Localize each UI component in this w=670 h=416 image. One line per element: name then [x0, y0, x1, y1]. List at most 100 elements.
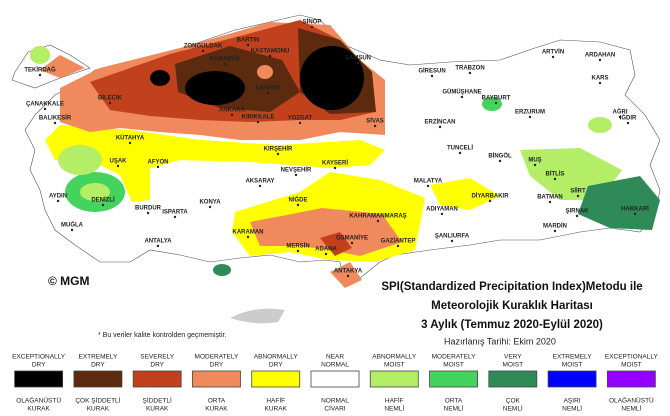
legend-swatch [429, 370, 478, 388]
region [482, 97, 502, 111]
region [578, 176, 660, 230]
legend-label-en: DRY [150, 362, 164, 369]
city-dot [488, 199, 492, 203]
city-dot [298, 121, 302, 125]
city-dot [230, 113, 234, 117]
legend-swatch [547, 370, 597, 388]
region [58, 145, 102, 175]
city-label: ŞANLIURFA [435, 234, 470, 240]
city-dot [373, 124, 377, 128]
city-label: KIRIKKALE [242, 115, 275, 121]
city-dot [468, 71, 472, 75]
legend-label-en: DRY [210, 362, 224, 369]
city-dot [258, 184, 262, 188]
city-label: KAHRAMANMARAŞ [349, 214, 406, 220]
legend-label-tr: NEMLİ [562, 404, 582, 413]
legend-swatch [369, 370, 419, 388]
city-dot [246, 43, 250, 47]
legend-label-tr: OLAĞANÜSTÜ [609, 396, 654, 405]
legend-label-tr: NORMAL [321, 398, 349, 405]
city-label: BİTLİS [546, 171, 565, 178]
city-label: IĞDIR [620, 114, 637, 122]
city-label: ANTAKYA [334, 269, 363, 275]
city-label: TUNCELİ [447, 145, 473, 152]
city-label: KIRŞEHİR [264, 146, 293, 153]
city-label: ADANA [315, 247, 337, 253]
legend-label-en: NEAR [326, 354, 344, 361]
city-dot [324, 252, 328, 256]
city-dot [376, 219, 380, 223]
city-label: KARABÜK [210, 56, 241, 63]
city-dot [553, 229, 557, 233]
city-label: KARAMAN [233, 230, 264, 236]
city-dot [356, 61, 360, 65]
region [250, 208, 402, 256]
city-dot [156, 244, 160, 248]
region [150, 70, 170, 86]
city-dot [494, 101, 498, 105]
city-dot [268, 54, 272, 58]
city-dot [396, 244, 400, 248]
city-label: BALIKESİR [39, 115, 72, 122]
legend-swatch [251, 370, 301, 388]
city-dot [430, 74, 434, 78]
city-dot [294, 173, 298, 177]
city-label: BİLECİK [98, 95, 123, 102]
region [430, 178, 500, 210]
cyprus [230, 308, 285, 324]
city-label: AYDIN [49, 194, 67, 200]
city-dot [38, 73, 42, 77]
legend-label-en: MODERATELY [195, 354, 239, 361]
legend-label-en: NORMAL [321, 362, 349, 369]
city-label: SAMSUN [345, 56, 371, 62]
legend-label-en: MOIST [443, 362, 464, 369]
legend-label-tr: ŞİDDETLİ [143, 396, 172, 405]
city-dot [498, 159, 502, 163]
city-label: MUĞLA [61, 221, 84, 229]
legend-label-tr: KURAK [265, 406, 288, 413]
legend-label-tr: NEMLİ [621, 404, 641, 413]
city-dot [201, 49, 205, 53]
region [320, 232, 352, 256]
city-dot [156, 165, 160, 169]
city-label: YOZGAT [288, 116, 313, 122]
legend: EXCEPTIONALLYDRYOLAĞANÜSTÜKURAKEXTREMELY… [12, 354, 658, 413]
city-dot [101, 203, 105, 207]
city-dot [450, 239, 454, 243]
city-label: ADIYAMAN [426, 207, 458, 213]
legend-swatch [488, 370, 538, 388]
city-dot [598, 81, 602, 85]
city-label: ARDAHAN [585, 53, 615, 59]
city-dot [310, 25, 314, 29]
city-dot [56, 199, 60, 203]
city-dot [128, 141, 132, 145]
city-dot [223, 62, 227, 66]
city-label: KARS [591, 76, 608, 82]
legend-label-tr: NEMLİ [384, 404, 404, 413]
city-label: SİVAS [366, 118, 384, 125]
city-label: KÜTAHYA [116, 135, 145, 142]
legend-label-en: DRY [269, 362, 283, 369]
city-dot [53, 121, 57, 125]
legend-swatch [73, 370, 123, 388]
city-label: ARTVİN [542, 49, 564, 56]
city-dot [208, 205, 212, 209]
city-label: DİYARBAKIR [471, 193, 509, 200]
region [330, 262, 362, 288]
legend-swatch [192, 370, 241, 388]
city-label: NİĞDE [288, 196, 307, 204]
legend-swatch [310, 370, 360, 388]
city-dot [256, 120, 260, 124]
city-dot [618, 115, 622, 119]
city-label: SİİRT [570, 188, 586, 195]
city-dot [116, 164, 120, 168]
city-dot [553, 177, 557, 181]
city-dot [246, 235, 250, 239]
legend-label-en: MOIST [621, 362, 642, 369]
note: * Bu veriler kalite kontrolden geçmemişt… [98, 332, 226, 339]
city-dot [173, 215, 177, 219]
city-dot [346, 274, 350, 278]
region [257, 65, 273, 79]
city-label: ÇANAKKALE [26, 102, 64, 108]
legend-label-en: DRY [91, 362, 105, 369]
